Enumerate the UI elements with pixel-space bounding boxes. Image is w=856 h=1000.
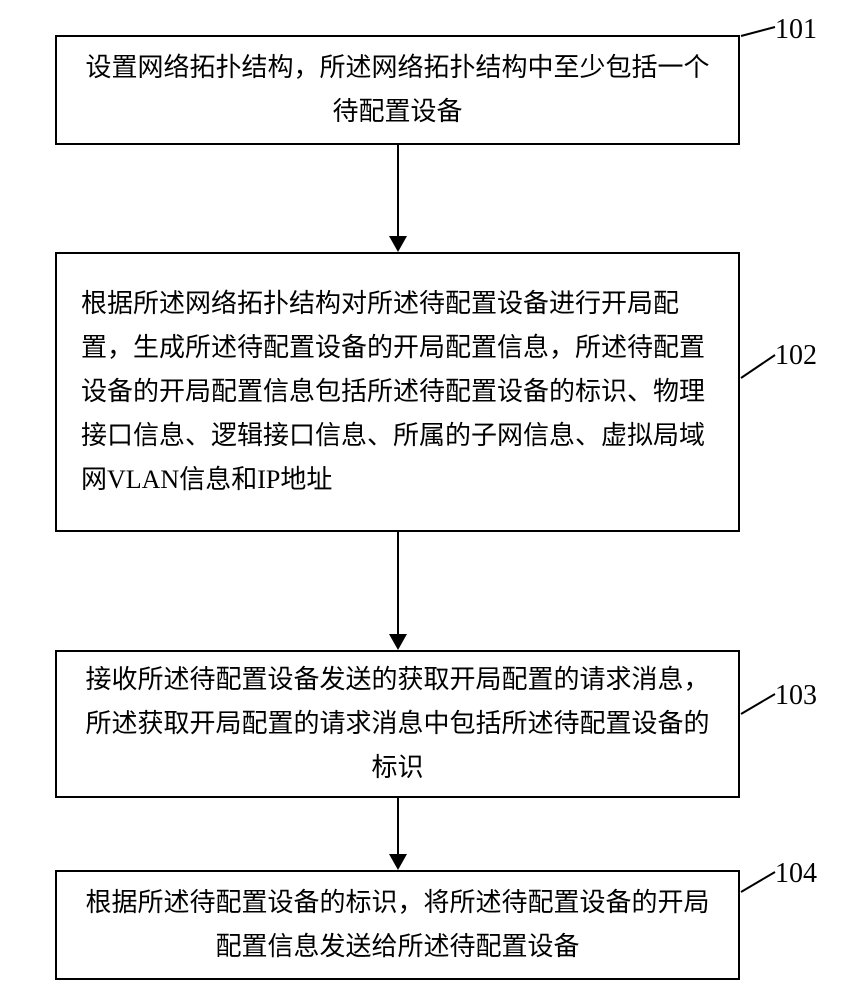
- arrow-2-head: [389, 634, 407, 650]
- step-label-104: 104: [775, 858, 817, 890]
- flow-step-2-text: 根据所述网络拓扑结构对所述待配置设备进行开局配置，生成所述待配置设备的开局配置信…: [81, 282, 714, 503]
- flow-step-3: 接收所述待配置设备发送的获取开局配置的请求消息，所述获取开局配置的请求消息中包括…: [55, 650, 740, 798]
- step-label-102: 102: [775, 340, 817, 372]
- arrow-3-head: [389, 854, 407, 870]
- step-label-101: 101: [775, 14, 817, 46]
- arrow-1-head: [389, 236, 407, 252]
- flow-step-4: 根据所述待配置设备的标识，将所述待配置设备的开局配置信息发送给所述待配置设备: [55, 870, 740, 980]
- flowchart-canvas: 设置网络拓扑结构，所述网络拓扑结构中至少包括一个待配置设备 根据所述网络拓扑结构…: [0, 0, 856, 1000]
- flow-step-1-text: 设置网络拓扑结构，所述网络拓扑结构中至少包括一个待配置设备: [81, 46, 714, 134]
- arrow-3-line: [397, 798, 399, 854]
- flow-step-3-text: 接收所述待配置设备发送的获取开局配置的请求消息，所述获取开局配置的请求消息中包括…: [81, 658, 714, 791]
- flow-step-2: 根据所述网络拓扑结构对所述待配置设备进行开局配置，生成所述待配置设备的开局配置信…: [55, 252, 740, 532]
- flow-step-4-text: 根据所述待配置设备的标识，将所述待配置设备的开局配置信息发送给所述待配置设备: [81, 881, 714, 969]
- arrow-1-line: [397, 145, 399, 236]
- step-label-103: 103: [775, 680, 817, 712]
- flow-step-1: 设置网络拓扑结构，所述网络拓扑结构中至少包括一个待配置设备: [55, 35, 740, 145]
- arrow-2-line: [397, 532, 399, 634]
